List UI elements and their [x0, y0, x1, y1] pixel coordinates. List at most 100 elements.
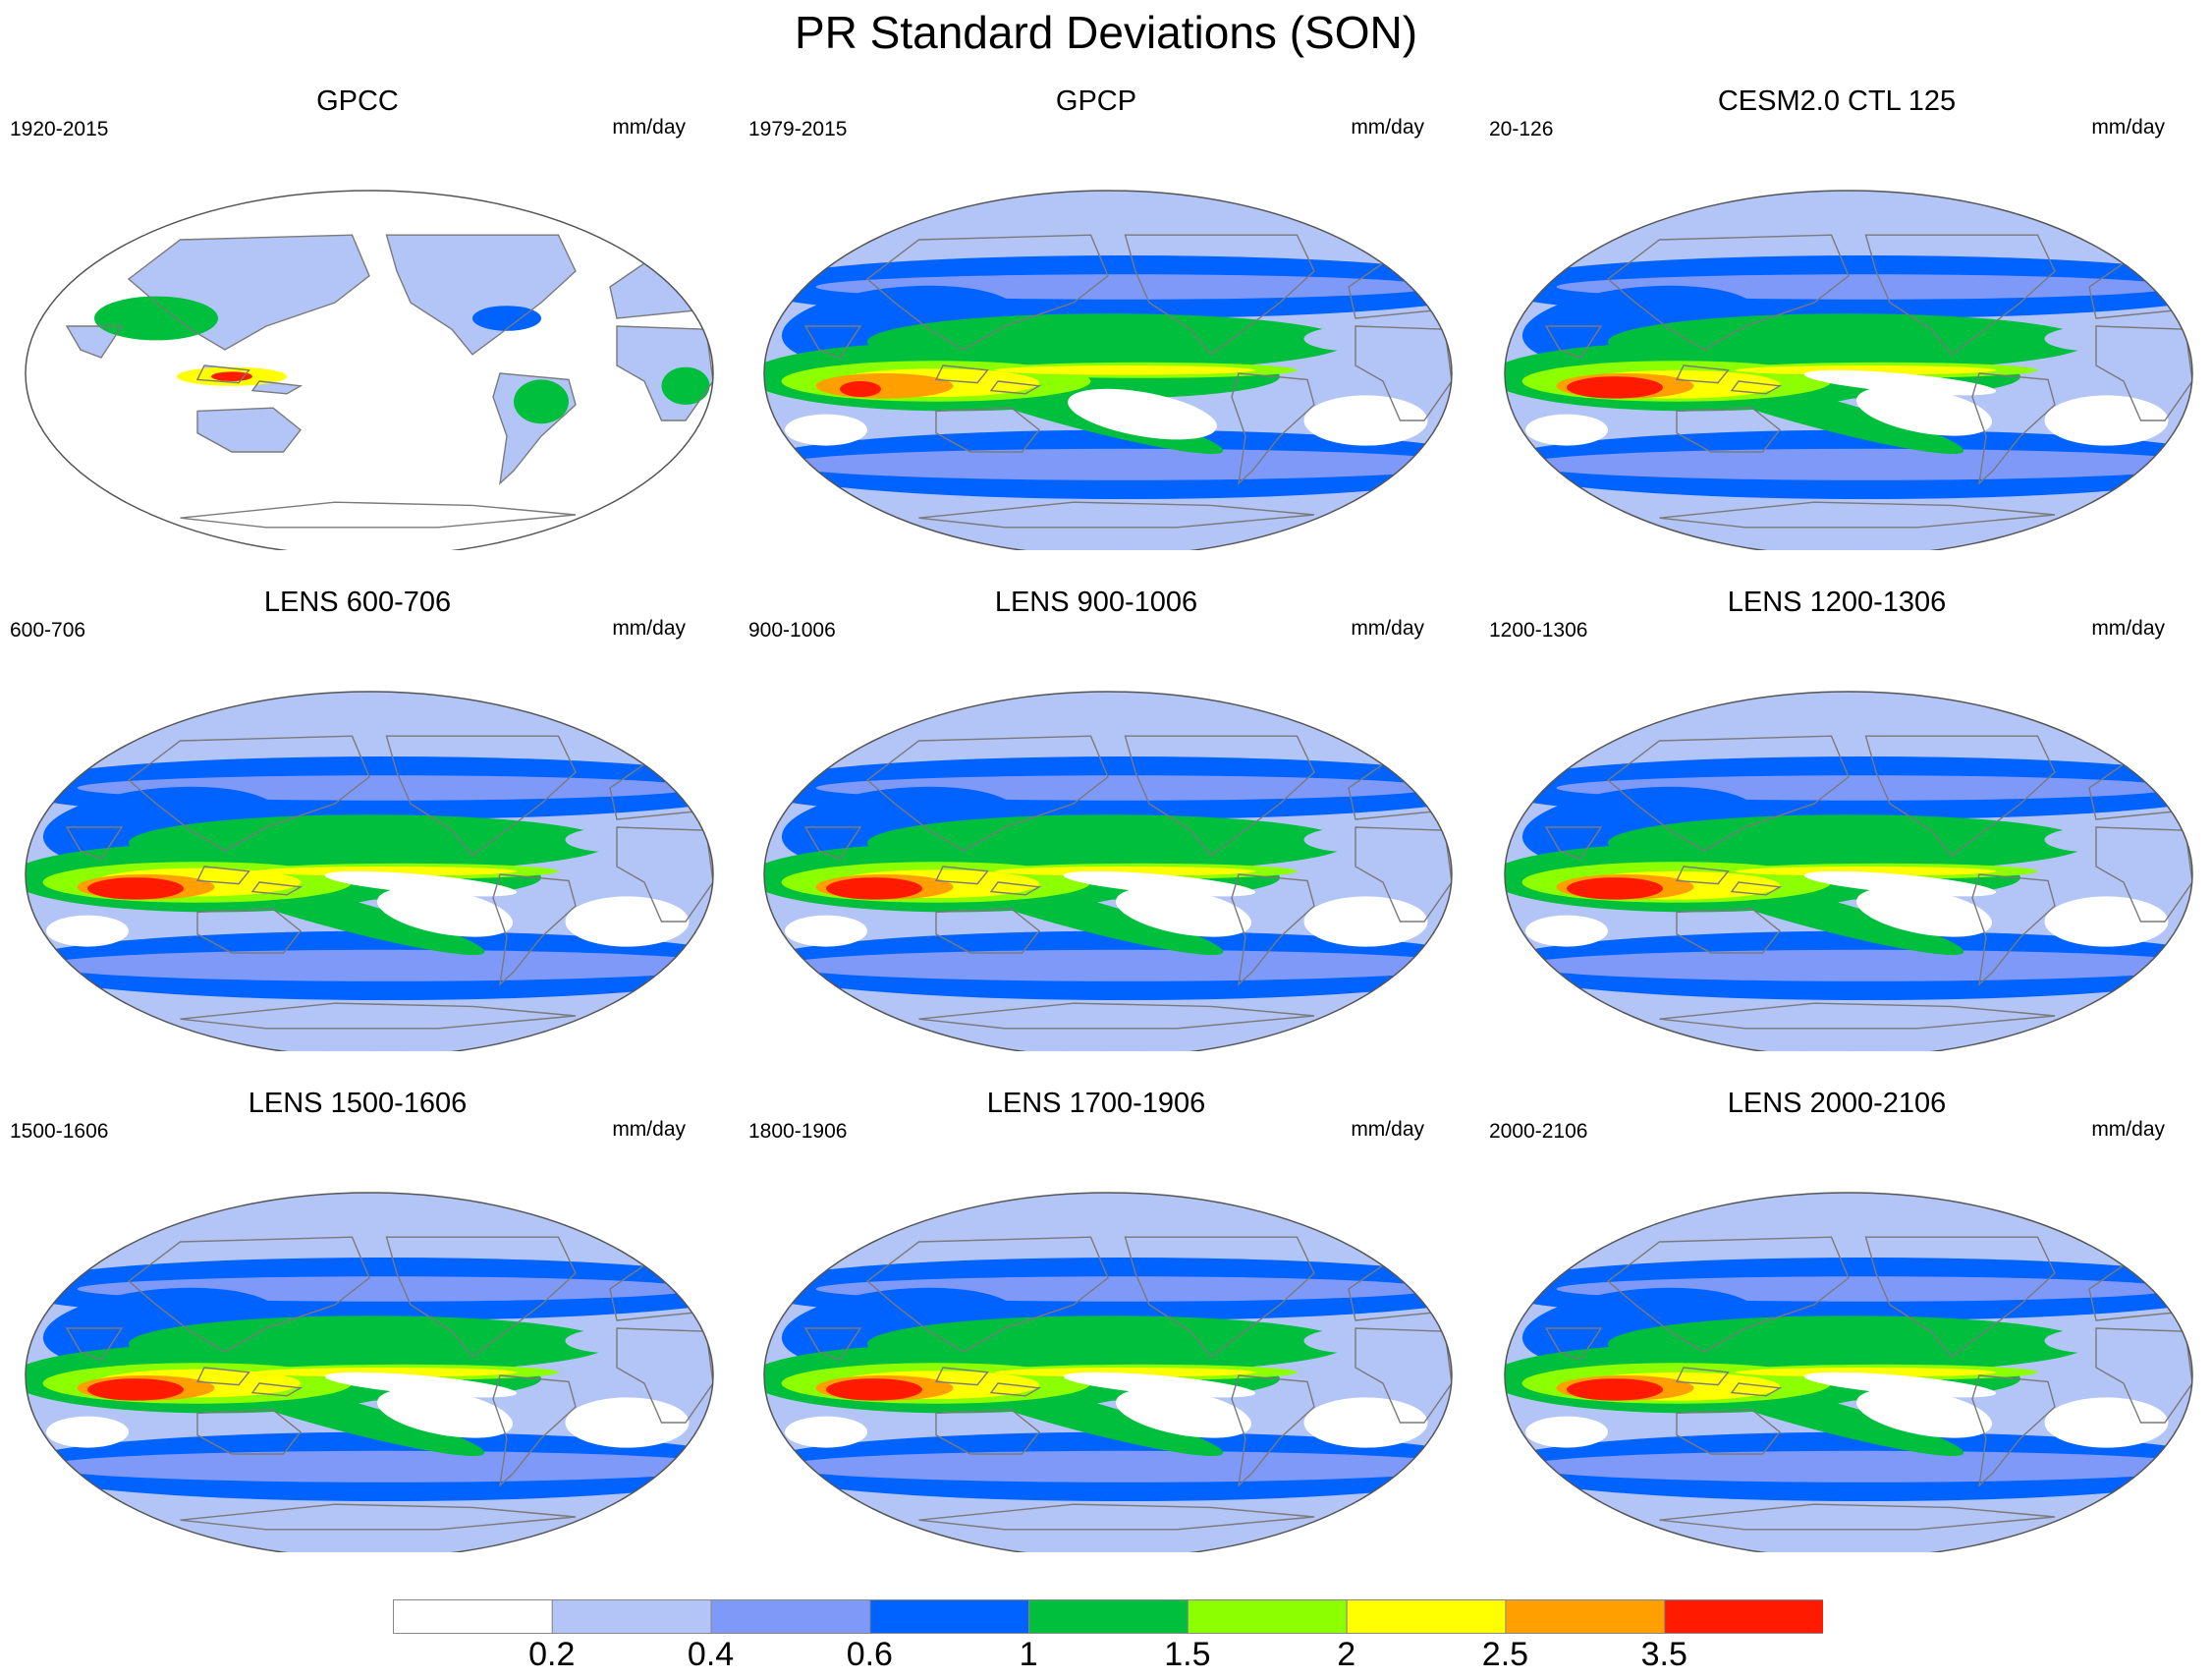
coastline-namerica	[385, 234, 577, 356]
coastline-india	[65, 1327, 124, 1361]
max-variance-core	[87, 1378, 184, 1401]
coastline-samerica	[1971, 372, 2056, 485]
coastlines	[1544, 1236, 2192, 1531]
colorbar-swatch	[1505, 1599, 1666, 1634]
coastline-samerica	[492, 372, 577, 485]
map-panel: LENS 1200-1306 1200-1306 mm/day	[1479, 588, 2193, 1059]
map-border	[763, 691, 1453, 1051]
coastline-australia	[196, 1409, 302, 1455]
map-panel: GPCC 1920-2015 mm/day	[0, 85, 714, 558]
panel-units: mm/day	[612, 617, 686, 640]
ocean-background	[26, 191, 713, 550]
coastline-maritime2	[250, 881, 304, 896]
coastline-australia	[1676, 407, 1781, 453]
coastline-australia	[935, 407, 1040, 453]
map-border	[25, 190, 714, 550]
panel-units: mm/day	[2091, 116, 2165, 139]
coastline-samerica	[1231, 372, 1315, 485]
colorbar-tick-label: 3.5	[1640, 1636, 1687, 1673]
coastline-maritime2	[1730, 1382, 1783, 1397]
coastline-maritime2	[250, 380, 304, 395]
map-panel: CESM2.0 CTL 125 20-126 mm/day	[1479, 85, 2193, 558]
panel-units: mm/day	[612, 116, 686, 139]
map-panel: GPCP 1979-2015 mm/day	[739, 85, 1453, 558]
map-border	[763, 1192, 1453, 1552]
colorbar-swatch	[1028, 1599, 1189, 1634]
dry-east-pacific	[1068, 388, 1217, 440]
coastline-india	[65, 826, 124, 860]
coastline-maritime2	[1730, 881, 1783, 896]
coastline-india	[803, 826, 862, 860]
coastline-australia	[935, 908, 1040, 954]
colorbar-swatch	[710, 1599, 871, 1634]
map-plot	[25, 190, 714, 550]
coastline-india	[1544, 325, 1603, 359]
panel-period: 2000-2106	[1489, 1120, 1588, 1143]
coastline-antarctic	[1659, 1002, 2056, 1030]
coastline-australia	[935, 1409, 1040, 1455]
coastline-antarctic	[180, 501, 577, 529]
colorbar-swatch	[1346, 1599, 1507, 1634]
map-plot	[763, 1192, 1453, 1552]
panel-period: 1920-2015	[10, 118, 109, 140]
panel-period: 1800-1906	[748, 1120, 848, 1143]
colorbar-tick-label: 0.6	[846, 1636, 893, 1673]
coastline-maritime1	[195, 866, 250, 885]
coastline-antarctic	[918, 1002, 1315, 1030]
coastline-samerica	[1231, 873, 1315, 986]
coastline-maritime2	[1730, 380, 1783, 395]
panel-title: LENS 2000-2106	[1727, 1088, 1947, 1119]
colorbar-swatch	[551, 1599, 712, 1634]
colorbar-tick-label: 2.5	[1481, 1636, 1529, 1673]
map-plot	[1504, 1192, 2193, 1552]
map-plot	[25, 691, 714, 1051]
map-panel: LENS 2000-2106 2000-2106 mm/day	[1479, 1088, 2193, 1560]
dry-east-pacific	[1803, 1371, 1997, 1398]
map-plot	[763, 691, 1453, 1051]
map-panel: LENS 1700-1906 1800-1906 mm/day	[739, 1089, 1453, 1560]
coastline-samerica	[1231, 1374, 1315, 1487]
map-border	[1504, 1192, 2193, 1552]
panel-units: mm/day	[612, 1118, 686, 1141]
coastline-samerica	[492, 1374, 577, 1487]
coastline-antarctic	[918, 1503, 1315, 1531]
coastline-india	[803, 325, 862, 359]
coastline-asia	[1606, 1236, 1850, 1353]
panel-title: CESM2.0 CTL 125	[1717, 85, 1957, 117]
map-panel: LENS 900-1006 900-1006 mm/day	[739, 588, 1453, 1059]
coastline-maritime1	[1675, 364, 1730, 384]
colorbar-swatch	[1664, 1599, 1823, 1634]
coastline-asia	[865, 1236, 1109, 1353]
coastline-samerica	[1971, 873, 2056, 986]
max-variance-core	[826, 877, 922, 900]
panel-period: 1200-1306	[1489, 619, 1588, 642]
coastline-antarctic	[180, 1002, 577, 1030]
colorbar-tick-label: 0.2	[528, 1636, 576, 1673]
coastline-maritime1	[934, 364, 989, 384]
map-panel: LENS 1500-1606 1500-1606 mm/day	[0, 1089, 714, 1560]
dry-east-pacific	[1803, 870, 1997, 897]
panel-title: GPCP	[1055, 85, 1137, 117]
coastline-antarctic	[180, 1503, 577, 1531]
coastline-maritime1	[934, 1367, 989, 1386]
dry-east-pacific	[324, 870, 518, 897]
max-variance-core	[840, 381, 881, 397]
coastline-india	[65, 325, 124, 359]
coastline-india	[803, 1327, 862, 1361]
panel-title: GPCC	[316, 85, 399, 117]
coastline-namerica	[1864, 735, 2056, 857]
map-plot	[25, 1192, 714, 1552]
max-variance-core	[87, 877, 184, 900]
coastline-namerica	[1864, 1236, 2056, 1358]
colorbar-tick-label: 2	[1337, 1636, 1356, 1673]
coastline-asia	[1606, 234, 1850, 351]
panel-period: 900-1006	[748, 619, 836, 642]
coastline-samerica	[1971, 1374, 2056, 1487]
map-plot	[1504, 190, 2193, 550]
map-border	[25, 1192, 714, 1552]
map-border	[1504, 691, 2193, 1051]
coastline-namerica	[1124, 234, 1315, 356]
max-variance-core	[1567, 1378, 1663, 1401]
max-variance-core	[826, 1378, 922, 1401]
coastline-namerica	[1124, 1236, 1315, 1358]
